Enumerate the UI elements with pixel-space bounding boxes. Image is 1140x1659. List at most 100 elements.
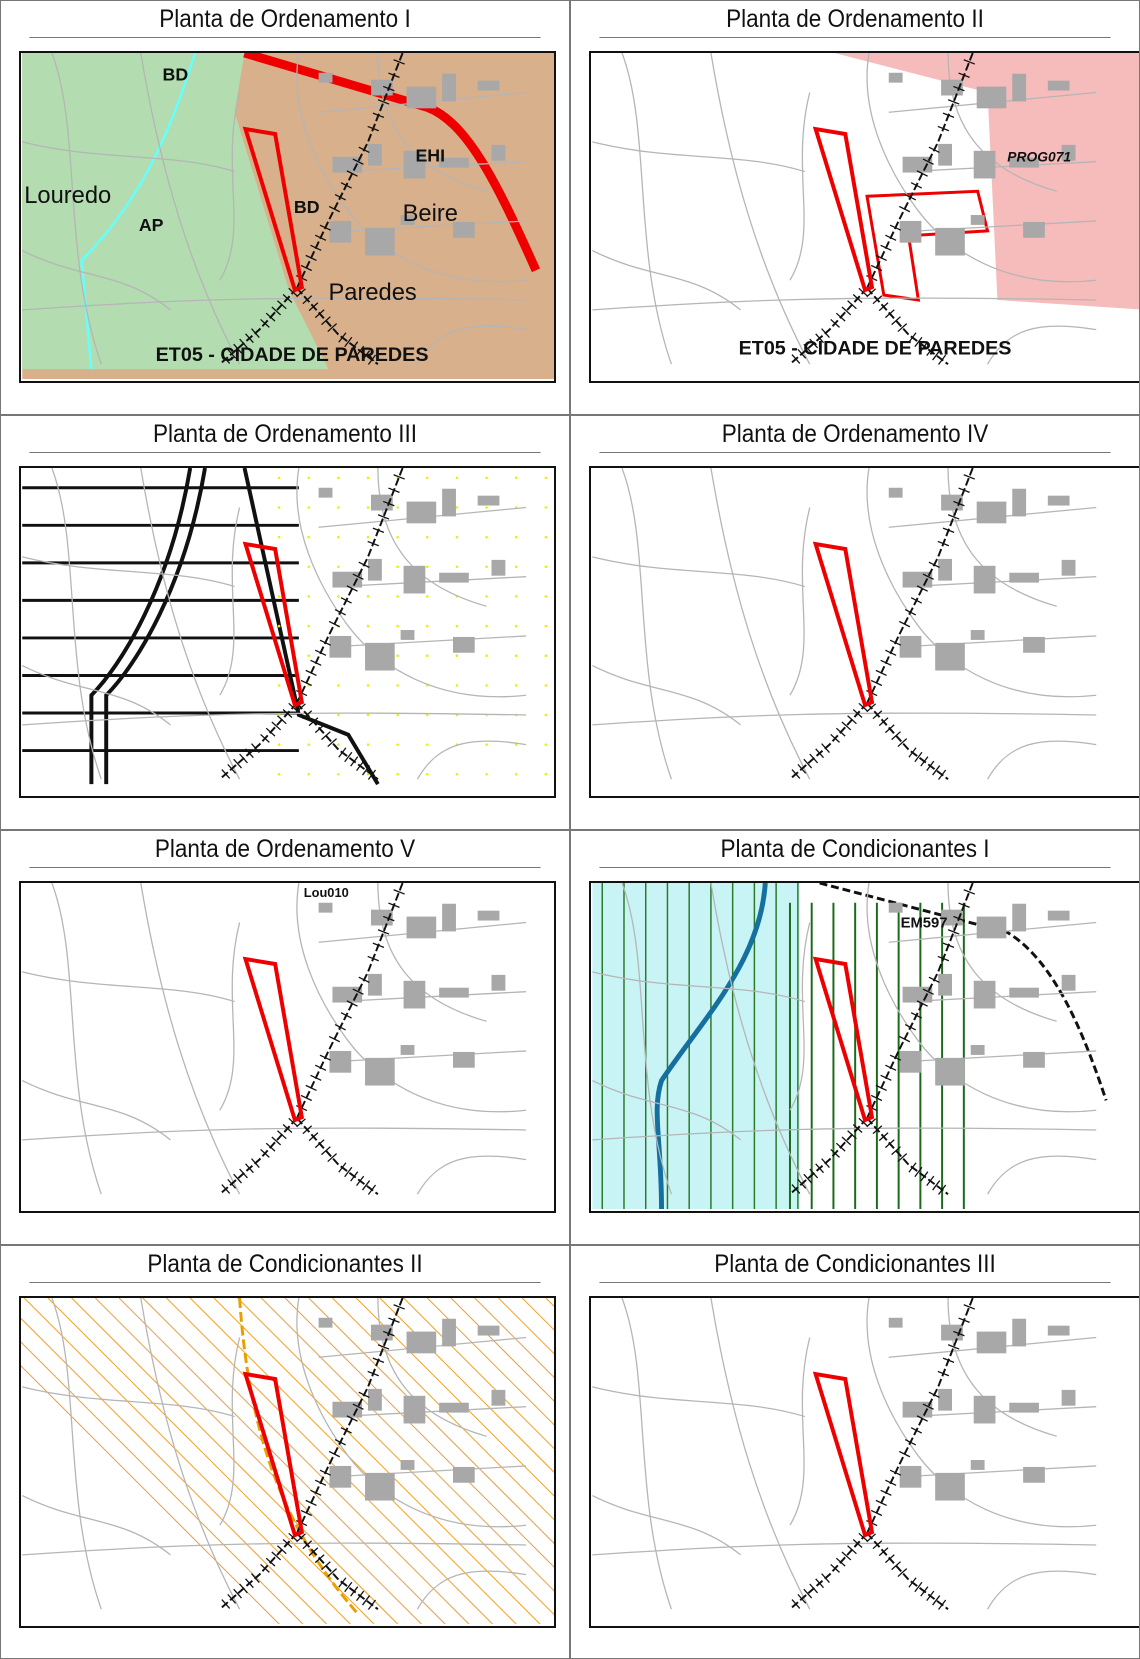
rail-tick [356, 345, 365, 356]
rail-tick [942, 112, 955, 118]
dot [337, 713, 340, 717]
dot [544, 624, 548, 628]
rail-tick [797, 763, 807, 774]
rail-tick [938, 1184, 947, 1195]
rail-tick [388, 902, 400, 908]
rail-tick [367, 1599, 377, 1610]
rail-tick [821, 1573, 830, 1583]
building [442, 1318, 456, 1347]
rail-tick [271, 721, 282, 731]
dot [366, 476, 370, 480]
rail-tick [866, 703, 877, 713]
road [219, 922, 241, 1111]
rail-tick [314, 1064, 327, 1071]
building [1009, 572, 1039, 583]
rail-tick [314, 309, 325, 319]
rail-tick [953, 915, 965, 922]
map-label: AP [139, 215, 164, 235]
rail-tick [858, 702, 869, 712]
road [219, 92, 241, 281]
rail-tick [260, 733, 270, 743]
rail-tick [271, 306, 282, 316]
rail-tick [904, 194, 917, 201]
map-label: Paredes [329, 280, 417, 306]
rail-tick [830, 1148, 840, 1158]
railway [789, 287, 868, 365]
dot [514, 565, 518, 569]
building [329, 1050, 352, 1073]
rail-tick [938, 354, 947, 365]
building [491, 144, 506, 161]
rail-tick [885, 234, 897, 241]
rail-tick [383, 915, 395, 922]
rail-tick [296, 1533, 306, 1543]
rail-tick [889, 639, 902, 646]
dot [366, 535, 370, 539]
building [935, 1472, 965, 1501]
rail-tick [884, 1139, 895, 1149]
road [592, 556, 805, 588]
rail-tick [310, 1074, 322, 1081]
rail-tick [803, 758, 813, 769]
rail-tick [872, 295, 883, 305]
rail-tick [377, 929, 390, 935]
rail-tick [938, 1599, 947, 1610]
rail-tick [227, 348, 237, 359]
road [789, 1337, 811, 1526]
rail-tick [350, 1586, 359, 1597]
road [866, 468, 1097, 698]
map: PROG071 ET05 - CIDADE DE PAREDES [589, 51, 1139, 383]
building [477, 910, 500, 921]
map-label: ET05 - CIDADE DE PAREDES [156, 344, 429, 366]
rail-tick [910, 1427, 923, 1434]
rail-tick [340, 597, 352, 604]
rail-tick [282, 1539, 293, 1548]
dot [544, 654, 548, 657]
building [970, 630, 985, 640]
hatch [71, 1298, 399, 1625]
building [941, 1324, 963, 1341]
rail-tick [251, 1573, 260, 1583]
rail-tick [314, 1479, 327, 1486]
rail-tick [815, 1578, 824, 1589]
rail-tick [251, 328, 260, 338]
rail-tick [319, 1469, 331, 1476]
building [368, 143, 382, 166]
map [589, 466, 1139, 798]
rail-tick [872, 710, 883, 720]
rail-tick [338, 747, 347, 758]
rail-tick [870, 264, 883, 272]
site-boundary [242, 1371, 305, 1538]
rail-tick [227, 1593, 237, 1604]
rail-tick [388, 487, 400, 493]
rail-tick [305, 1084, 317, 1092]
rail-tick [328, 1450, 341, 1458]
table-cell: Planta de Condicionantes III [570, 1245, 1140, 1659]
road [21, 250, 171, 311]
dot [307, 535, 311, 539]
zone [592, 883, 800, 1210]
building [899, 635, 922, 658]
rail-tick [383, 85, 395, 92]
rail-tick [821, 1158, 830, 1168]
rail-tick [830, 318, 840, 328]
rail-tick [346, 1000, 358, 1007]
dot [544, 506, 548, 509]
dot [514, 684, 518, 687]
dot [514, 772, 518, 776]
road [592, 141, 805, 173]
rail-tick [908, 1162, 917, 1173]
table-cell: Planta de Ordenamento IV [570, 415, 1140, 830]
rail-tick [922, 988, 934, 995]
rail-tick [288, 287, 298, 297]
rail-tick [815, 333, 824, 344]
railway [866, 1298, 974, 1534]
rail-tick [245, 1578, 254, 1589]
rail-tick [916, 1415, 928, 1422]
rail-tick [319, 1054, 331, 1061]
site-boundary [242, 126, 305, 293]
rail-tick [791, 1184, 801, 1194]
rail-tick [302, 1125, 313, 1135]
dot [455, 506, 459, 509]
rail-tick [344, 751, 353, 763]
